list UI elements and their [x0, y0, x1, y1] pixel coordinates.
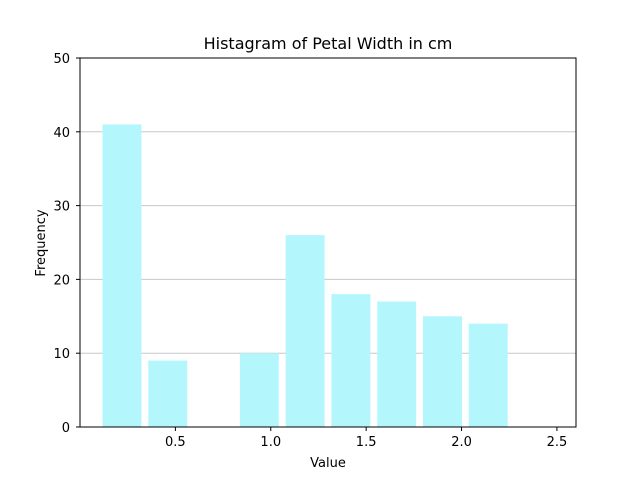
y-axis-label: Frequency: [34, 209, 49, 276]
plot-area-frame: [79, 57, 577, 428]
histogram-bars: [102, 124, 508, 428]
y-tick-label: 30: [53, 200, 70, 215]
y-tick-label: 50: [53, 52, 70, 67]
y-tick-label: 20: [53, 273, 70, 288]
x-tick-label: 2.0: [451, 435, 472, 450]
x-tick-label: 1.5: [356, 435, 377, 450]
x-tick-label: 1.0: [260, 435, 281, 450]
y-axis-ticks: 0 10 20 30 40 50: [53, 52, 80, 436]
histogram-bar: [468, 323, 508, 427]
x-axis-label: Value: [310, 456, 346, 471]
histogram-bar: [377, 301, 417, 427]
y-tick-label: 10: [53, 347, 70, 362]
histogram-bar: [423, 316, 462, 427]
histogram-bar: [285, 235, 325, 427]
histogram-bar: [331, 294, 371, 427]
y-tick-label: 0: [62, 421, 70, 436]
histogram-bar: [148, 360, 188, 427]
y-tick-label: 40: [53, 126, 70, 141]
histogram-bar: [102, 124, 142, 428]
chart-title: Histagram of Petal Width in cm: [204, 34, 453, 53]
x-tick-label: 0.5: [165, 435, 186, 450]
histogram-bar: [239, 353, 279, 427]
gridlines: [80, 131, 576, 354]
x-axis-ticks: 0.5 1.0 1.5 2.0 2.5: [165, 427, 567, 450]
x-tick-label: 2.5: [547, 435, 568, 450]
